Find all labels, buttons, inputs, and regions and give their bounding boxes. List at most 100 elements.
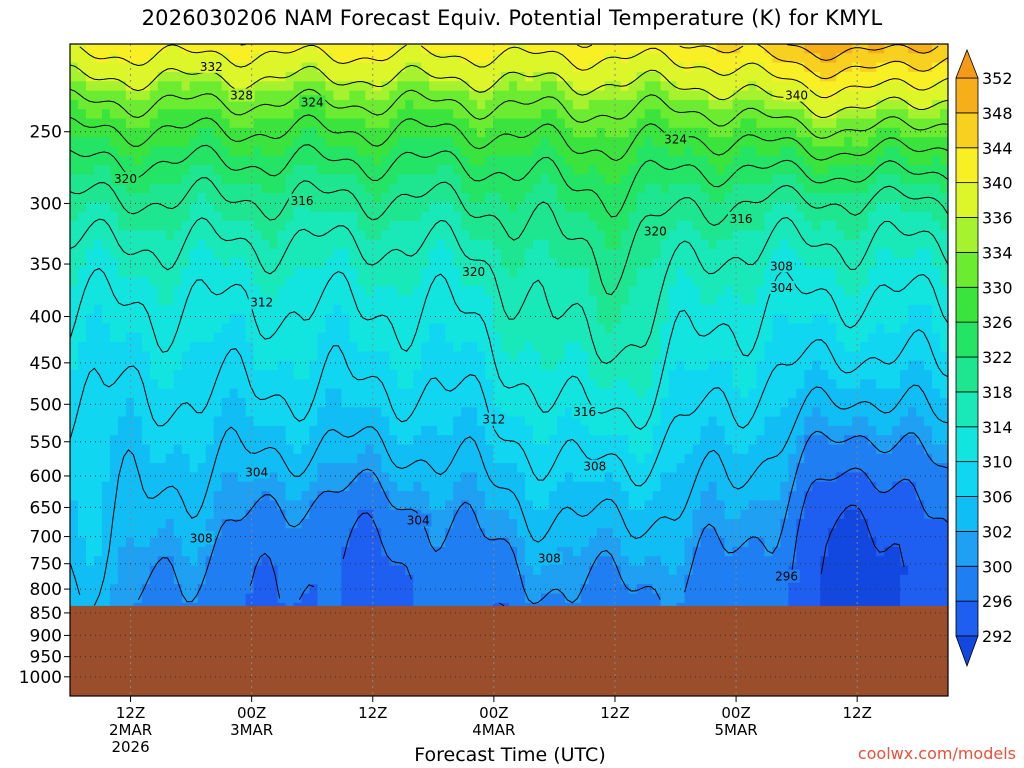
heatmap-cell (461, 248, 470, 259)
heatmap-cell (221, 472, 231, 483)
heatmap-cell (453, 379, 462, 390)
heatmap-cell (564, 193, 574, 203)
heatmap-cell (157, 435, 167, 446)
heatmap-cell (421, 528, 430, 539)
heatmap-cell (509, 202, 518, 213)
heatmap-cell (668, 472, 678, 483)
heatmap-cell (596, 379, 606, 390)
heatmap-cell (477, 323, 486, 334)
heatmap-cell (540, 388, 550, 399)
heatmap-cell (580, 137, 590, 148)
heatmap-cell (269, 118, 279, 129)
heatmap-cell (556, 127, 566, 138)
heatmap-cell (245, 370, 255, 380)
heatmap-cell (285, 491, 295, 501)
heatmap-cell (85, 425, 95, 436)
heatmap-cell (548, 491, 558, 501)
heatmap-cell (660, 239, 670, 250)
heatmap-cell (381, 193, 390, 203)
heatmap-cell (221, 220, 231, 231)
heatmap-cell (269, 342, 279, 352)
heatmap-cell (221, 127, 231, 138)
heatmap-cell (277, 463, 287, 474)
heatmap-cell (676, 267, 686, 278)
heatmap-cell (157, 267, 167, 278)
heatmap-cell (397, 435, 406, 446)
heatmap-cell (341, 565, 350, 576)
heatmap-cell (501, 370, 510, 380)
heatmap-cell (309, 425, 319, 436)
heatmap-cell (109, 370, 119, 380)
heatmap-cell (333, 174, 342, 185)
heatmap-cell (453, 202, 462, 213)
heatmap-cell (509, 248, 518, 259)
heatmap-cell (309, 314, 319, 325)
heatmap-cell (668, 519, 678, 529)
heatmap-cell (477, 491, 486, 501)
heatmap-cell (628, 239, 638, 250)
heatmap-cell (501, 230, 510, 241)
heatmap-cell (349, 425, 358, 436)
heatmap-cell (349, 276, 358, 287)
heatmap-cell (253, 602, 263, 607)
heatmap-cell (532, 435, 542, 446)
heatmap-cell (381, 174, 390, 185)
heatmap-cell (652, 146, 662, 157)
heatmap-cell (509, 500, 518, 511)
heatmap-cell (141, 416, 151, 427)
heatmap-cell (684, 425, 694, 436)
heatmap-cell (580, 127, 590, 138)
heatmap-cell (285, 323, 295, 334)
heatmap-cell (604, 276, 614, 287)
heatmap-cell (317, 360, 327, 371)
heatmap-cell (612, 230, 622, 241)
heatmap-cell (516, 53, 526, 64)
heatmap-cell (157, 258, 167, 269)
heatmap-cell (109, 276, 119, 287)
heatmap-cell (708, 388, 718, 399)
heatmap-cell (684, 314, 694, 325)
heatmap-cell (157, 314, 167, 325)
heatmap-cell (548, 146, 558, 157)
heatmap-cell (349, 379, 358, 390)
heatmap-cell (413, 220, 422, 231)
heatmap-cell (532, 453, 542, 464)
heatmap-cell (588, 565, 598, 576)
heatmap-cell (676, 370, 686, 380)
heatmap-cell (309, 351, 319, 362)
heatmap-cell (548, 574, 558, 585)
heatmap-cell (548, 472, 558, 483)
heatmap-cell (333, 584, 342, 595)
heatmap-cell (149, 276, 159, 287)
heatmap-cell (405, 267, 414, 278)
heatmap-cell (644, 509, 654, 520)
heatmap-cell (445, 472, 454, 483)
heatmap-cell (453, 295, 462, 306)
heatmap-cell (141, 351, 151, 362)
heatmap-cell (109, 584, 119, 595)
heatmap-cell (461, 314, 470, 325)
heatmap-cell (692, 500, 702, 511)
heatmap-cell (509, 342, 518, 352)
heatmap-cell (269, 53, 279, 64)
heatmap-cell (469, 155, 478, 166)
heatmap-cell (325, 509, 334, 520)
heatmap-cell (293, 248, 303, 259)
heatmap-cell (620, 528, 630, 539)
heatmap-cell (389, 351, 398, 362)
heatmap-cell (493, 146, 502, 157)
heatmap-cell (173, 174, 183, 185)
heatmap-cell (381, 407, 390, 418)
heatmap-cell (221, 90, 231, 101)
heatmap-cell (381, 388, 390, 399)
heatmap-cell (213, 351, 223, 362)
heatmap-cell (133, 314, 143, 325)
heatmap-cell (373, 146, 382, 157)
heatmap-cell (277, 351, 287, 362)
heatmap-cell (141, 267, 151, 278)
heatmap-cell (141, 81, 151, 92)
heatmap-cell (501, 565, 510, 576)
heatmap-cell (652, 491, 662, 501)
heatmap-cell (101, 519, 111, 529)
heatmap-cell (485, 258, 494, 269)
